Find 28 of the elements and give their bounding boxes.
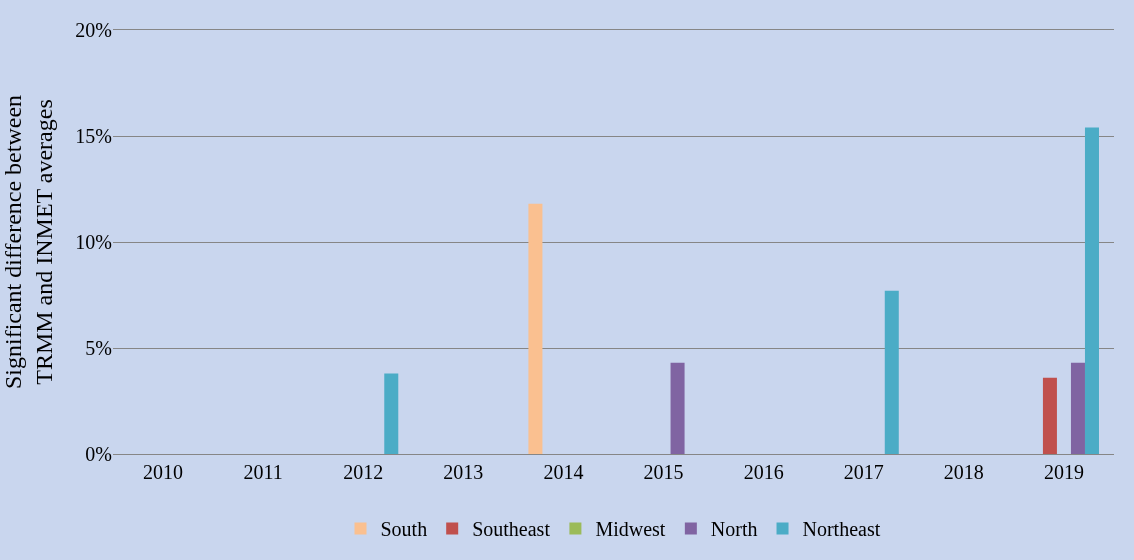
- x-tick-label: 2019: [1043, 461, 1084, 483]
- bar: [670, 362, 685, 454]
- x-tick-label: 2017: [843, 461, 884, 483]
- x-tick-label: 2016: [743, 461, 784, 483]
- x-tick-label: 2014: [543, 461, 584, 483]
- legend-label: South: [380, 518, 428, 541]
- bar: [528, 203, 543, 454]
- bar: [384, 373, 399, 454]
- y-tick-label: 5%: [85, 337, 112, 359]
- x-tick-label: 2018: [943, 461, 984, 483]
- legend-label: Midwest: [595, 518, 666, 541]
- bar: [1084, 127, 1099, 454]
- y-tick-label: 15%: [75, 125, 112, 147]
- y-tick-label: 20%: [75, 19, 112, 41]
- y-tick-label: 10%: [75, 231, 112, 253]
- legend-label: North: [710, 518, 758, 541]
- y-tick-label: 0%: [85, 443, 112, 465]
- bar: [884, 290, 899, 454]
- x-tick-label: 2015: [643, 461, 684, 483]
- bar: [1070, 362, 1085, 454]
- legend-label: Southeast: [472, 518, 551, 541]
- x-tick-label: 2011: [243, 461, 283, 483]
- x-tick-label: 2012: [343, 461, 384, 483]
- bar: [1042, 377, 1057, 454]
- y-axis-title: Significant difference between TRMM and INMET averages: [0, 94, 58, 390]
- legend-label: Northeast: [802, 518, 881, 541]
- x-tick-label: 2013: [443, 461, 484, 483]
- x-tick-label: 2010: [143, 461, 184, 483]
